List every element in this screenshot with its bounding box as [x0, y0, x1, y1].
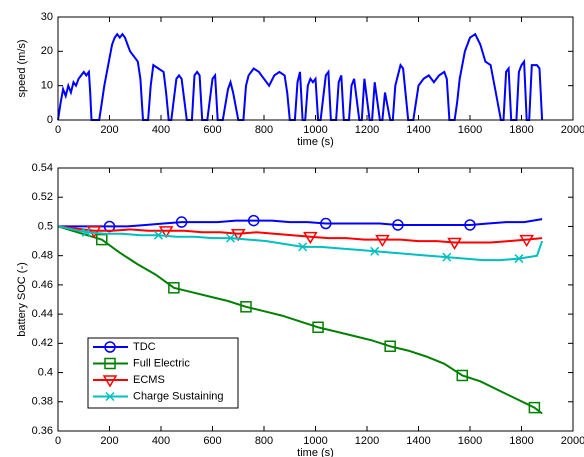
legend-label: Full Electric: [133, 357, 190, 369]
x-tick-label: 1400: [406, 435, 430, 447]
data-line: [57, 225, 543, 415]
marker: [175, 216, 188, 228]
marker: [230, 229, 246, 242]
x-tick-label: 1800: [509, 435, 533, 447]
x-tick-label: 1200: [355, 124, 379, 136]
x-tick-label: 1000: [303, 124, 327, 136]
y-tick-label: 0.42: [32, 337, 53, 349]
x-tick-label: 0: [55, 124, 61, 136]
legend-marker: [102, 375, 118, 388]
y-tick-label: 0.4: [38, 366, 53, 378]
x-tick-label: 1600: [458, 124, 482, 136]
y-tick-label: 20: [41, 45, 53, 57]
marker: [298, 242, 308, 252]
y-tick-label: 0.48: [32, 250, 53, 262]
marker: [81, 227, 91, 237]
marker: [447, 237, 462, 250]
y-tick-label: 0: [47, 114, 53, 126]
x-axis-label: time (s): [297, 447, 334, 457]
marker: [312, 321, 324, 334]
plot-frame: [57, 16, 574, 121]
legend-label: TDC: [133, 341, 156, 353]
legend-label: Charge Sustaining: [133, 390, 224, 402]
y-tick-label: 0.38: [32, 396, 53, 408]
x-tick-label: 400: [152, 124, 170, 136]
data-line: [57, 32, 544, 121]
marker: [158, 226, 174, 239]
marker: [384, 340, 396, 353]
x-tick-label: 2000: [561, 435, 584, 447]
y-tick-label: 10: [41, 80, 53, 92]
x-tick-label: 200: [100, 124, 118, 136]
marker: [456, 369, 469, 382]
x-tick-label: 0: [55, 435, 61, 447]
y-tick-label: 0.52: [32, 191, 53, 203]
x-tick-label: 600: [203, 435, 221, 447]
x-tick-label: 400: [152, 435, 170, 447]
x-tick-label: 1400: [406, 124, 430, 136]
plot-frame: [57, 167, 574, 432]
marker: [225, 233, 236, 243]
marker: [168, 282, 180, 294]
y-tick-label: 0.36: [32, 425, 53, 437]
y-tick-label: 0.5: [38, 220, 53, 232]
y-tick-label: 0.54: [32, 162, 53, 174]
legend-label: ECMS: [133, 374, 165, 386]
y-tick-label: 0.46: [32, 279, 53, 291]
legend-marker: [104, 341, 116, 353]
marker: [514, 254, 524, 264]
x-tick-label: 600: [203, 124, 221, 136]
marker: [303, 231, 318, 245]
marker: [519, 234, 534, 248]
legend-marker: [104, 357, 116, 370]
y-axis-label: speed (m/s): [16, 39, 28, 97]
marker: [464, 219, 476, 231]
marker: [442, 252, 452, 262]
marker: [392, 219, 404, 231]
x-tick-label: 2000: [561, 124, 584, 136]
marker: [240, 301, 252, 313]
x-tick-label: 1800: [509, 124, 533, 136]
y-tick-label: 30: [41, 11, 53, 23]
x-tick-label: 200: [100, 435, 118, 447]
x-tick-label: 800: [255, 124, 273, 136]
marker: [153, 230, 163, 240]
y-axis-label: battery SOC (-): [16, 262, 28, 337]
x-tick-label: 1200: [355, 435, 379, 447]
marker: [375, 234, 390, 248]
x-tick-label: 800: [255, 435, 273, 447]
legend-marker: [105, 391, 115, 402]
marker: [96, 233, 108, 246]
x-tick-label: 1000: [303, 435, 327, 447]
marker: [370, 246, 380, 256]
data-line: [57, 225, 543, 244]
y-tick-label: 0.44: [32, 308, 53, 320]
marker: [528, 401, 541, 414]
marker: [247, 214, 260, 227]
data-line: [58, 218, 543, 228]
x-axis-label: time (s): [297, 136, 334, 148]
marker: [320, 217, 332, 230]
x-tick-label: 1600: [458, 435, 482, 447]
data-line: [57, 225, 544, 262]
